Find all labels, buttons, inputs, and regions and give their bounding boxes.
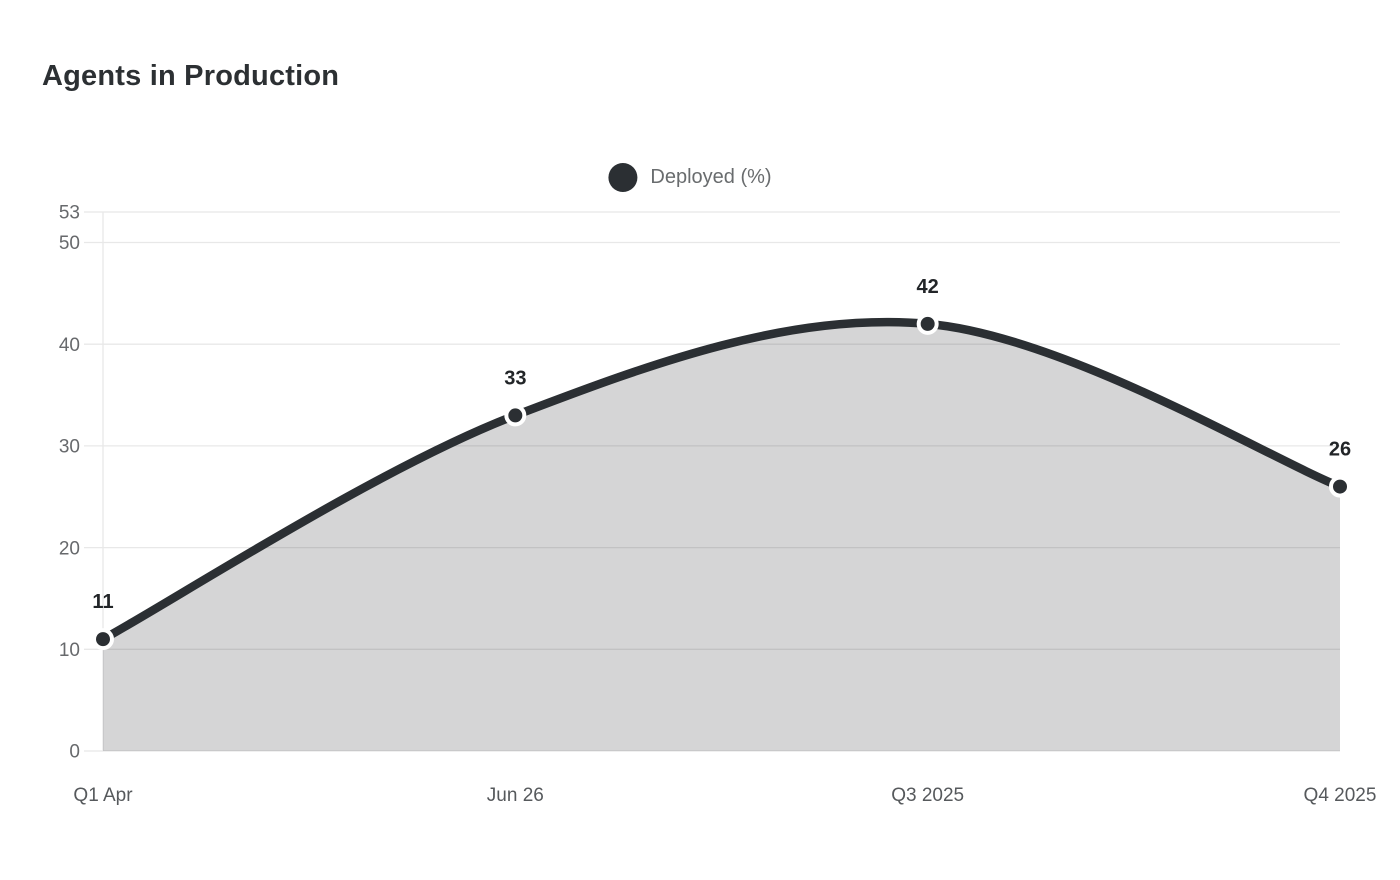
y-tick-label: 0 bbox=[69, 742, 80, 763]
y-tick-label: 10 bbox=[59, 640, 80, 661]
x-tick-label-2: Jun 26 bbox=[487, 785, 544, 806]
point-value-label: 33 bbox=[504, 367, 526, 389]
chart-title: Agents in Production bbox=[42, 60, 340, 92]
legend-label: Deployed (%) bbox=[650, 166, 772, 188]
data-point-q1-apr[interactable] bbox=[92, 628, 114, 651]
legend-circle-icon bbox=[608, 163, 638, 192]
area-fill bbox=[103, 322, 1340, 751]
data-point-q3-2025[interactable] bbox=[916, 312, 939, 335]
y-tick-label: 40 bbox=[59, 335, 80, 356]
x-tick-label-3: Q3 2025 bbox=[891, 785, 964, 806]
y-tick-label: 30 bbox=[59, 437, 80, 458]
point-value-label: 11 bbox=[92, 591, 113, 613]
legend-item-deployed[interactable]: Deployed (%) bbox=[608, 163, 772, 192]
x-tick-label-4: Q4 2025 bbox=[1304, 785, 1377, 806]
series-line bbox=[98, 317, 1345, 644]
y-tick-label: 53 bbox=[59, 203, 80, 224]
point-value-label: 42 bbox=[917, 276, 939, 298]
x-tick-label-1: Q1 Apr bbox=[73, 785, 133, 806]
data-point-jun-26[interactable] bbox=[504, 404, 527, 427]
y-tick-label: 50 bbox=[59, 233, 80, 254]
point-value-label: 26 bbox=[1329, 439, 1351, 461]
data-point-q4-2025[interactable] bbox=[1329, 475, 1351, 498]
y-tick-label: 20 bbox=[59, 538, 80, 559]
